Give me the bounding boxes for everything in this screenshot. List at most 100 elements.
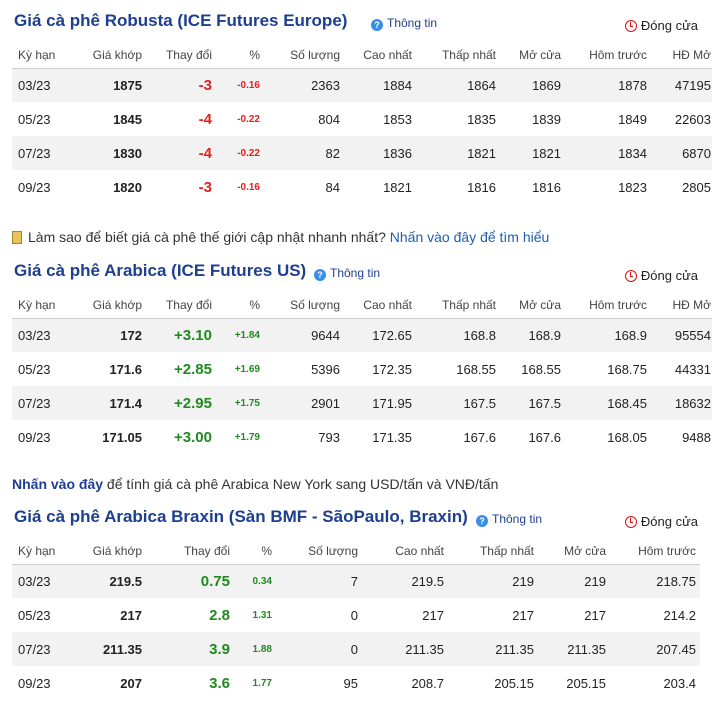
table-row: 07/23 171.4 +2.95 +1.75 2901 171.95 167.5 167.5… xyxy=(12,386,712,420)
cell-high: 1884 xyxy=(344,68,416,102)
cell-open: 168.55 xyxy=(521,361,561,377)
cell-percent: 1.31 xyxy=(252,609,272,621)
cell-previous: 168.05 xyxy=(607,429,647,445)
robusta-title: Giá cà phê Robusta (ICE Futures Europe) xyxy=(14,11,348,30)
column-header: Mở cửa xyxy=(500,292,565,319)
cell-change: -4 xyxy=(198,110,212,128)
table-row: 09/23 207 3.6 1.77 95 208.7 205.15 205.15 203.4 xyxy=(12,666,700,700)
column-header: Cao nhất xyxy=(344,292,416,319)
cell-low: 1816 xyxy=(467,179,496,195)
column-header: HĐ Mở xyxy=(651,292,712,319)
robusta-section: Giá cà phê Robusta (ICE Futures Europe) … xyxy=(10,8,712,204)
cell-low: 1835 xyxy=(467,111,496,127)
cell-open-interest: 18632 xyxy=(651,386,712,420)
cell-high: 1821 xyxy=(383,179,412,195)
info-icon: ? xyxy=(314,269,326,281)
robusta-info-label: Thông tin xyxy=(387,16,438,30)
table-row: 07/23 211.35 3.9 1.88 0 211.35 211.35 211.35 207… xyxy=(12,632,700,666)
cell-high: 219.5 xyxy=(362,564,448,598)
cell-open-interest: 47195 xyxy=(651,68,712,102)
cell-term: 05/23 xyxy=(18,607,51,623)
arabica-info-label: Thông tin xyxy=(330,266,381,280)
cell-open: 1839 xyxy=(532,111,561,127)
cell-term: 03/23 xyxy=(12,564,80,598)
cell-change: 3.6 xyxy=(209,674,230,692)
robusta-status: Đóng cửa xyxy=(624,18,698,33)
cell-open: 167.5 xyxy=(500,386,565,420)
cell-percent: -0.22 xyxy=(237,113,260,125)
column-header: Thay đổi xyxy=(146,292,216,319)
note-icon xyxy=(12,231,22,244)
cell-high: 172.65 xyxy=(344,318,416,352)
cell-percent: -0.16 xyxy=(216,68,264,102)
column-header: HĐ Mở xyxy=(651,42,712,69)
table-row: 09/23 1820 -3 -0.16 84 1821 1816 1816 1823 2805 xyxy=(12,170,712,204)
brazil-info-link[interactable]: ? Thông tin xyxy=(476,512,542,527)
arabica-section: Giá cà phê Arabica (ICE Futures US) ? Thô… xyxy=(10,258,712,454)
column-header: Thấp nhất xyxy=(416,42,500,69)
column-header: Giá khớp xyxy=(80,292,146,319)
column-header: Kỳ hạn xyxy=(12,42,80,69)
table-row: 05/23 1845 -4 -0.22 804 1853 1835 1839 1849 22603 xyxy=(12,102,712,136)
cell-price: 1830 xyxy=(80,136,146,170)
cell-low: 1821 xyxy=(416,136,500,170)
cell-volume: 793 xyxy=(318,429,340,445)
learn-more-link[interactable]: Nhấn vào đây để tìm hiểu xyxy=(389,229,550,245)
cell-open-interest: 9488 xyxy=(682,429,711,445)
cell-percent: -0.22 xyxy=(216,136,264,170)
cell-change: -3 xyxy=(146,68,216,102)
cell-percent: +1.84 xyxy=(216,318,264,352)
cell-change: +3.00 xyxy=(174,428,212,446)
cell-previous: 1823 xyxy=(618,179,647,195)
column-header: Số lượng xyxy=(264,292,344,319)
cell-volume: 9644 xyxy=(264,318,344,352)
cell-low: 211.35 xyxy=(448,632,538,666)
brazil-table: Kỳ hạn Giá khớp Thay đổi% Số lượng Cao nhất T… xyxy=(12,538,700,700)
cell-price: 171.05 xyxy=(102,429,142,445)
table-row: 03/23 1875 -3 -0.16 2363 1884 1864 1869 1878 4719… xyxy=(12,68,712,102)
brazil-header: Giá cà phê Arabica Braxin (Sàn BMF - São… xyxy=(10,504,700,538)
cell-volume: 2363 xyxy=(264,68,344,102)
column-header: % xyxy=(216,42,264,69)
cell-open: 167.6 xyxy=(528,429,561,445)
clock-icon xyxy=(624,20,637,32)
cell-open: 1816 xyxy=(532,179,561,195)
info-icon: ? xyxy=(476,515,488,527)
cell-high: 1853 xyxy=(383,111,412,127)
cell-percent: +1.69 xyxy=(234,363,260,375)
cell-term: 09/23 xyxy=(18,675,51,691)
column-header: Cao nhất xyxy=(362,538,448,565)
robusta-info-link[interactable]: ? Thông tin xyxy=(371,16,437,31)
cell-volume: 0 xyxy=(350,607,358,623)
cell-open-interest: 2805 xyxy=(682,179,711,195)
cell-open: 1821 xyxy=(500,136,565,170)
cell-high: 208.7 xyxy=(411,675,444,691)
table-row: 03/23 172 +3.10 +1.84 9644 172.65 168.8 168.9 16… xyxy=(12,318,712,352)
cell-volume: 0 xyxy=(276,632,362,666)
cell-previous: 168.75 xyxy=(607,361,647,377)
cell-price: 211.35 xyxy=(80,632,146,666)
column-header: Thấp nhất xyxy=(448,538,538,565)
cell-change: +2.95 xyxy=(146,386,216,420)
column-header: Giá khớp xyxy=(80,538,146,565)
column-header: Số lượng xyxy=(264,42,344,69)
cell-term: 07/23 xyxy=(12,632,80,666)
column-header: Thay đổi xyxy=(146,42,216,69)
cell-change: 0.75 xyxy=(146,564,234,598)
cell-low: 1864 xyxy=(416,68,500,102)
arabica-info-link[interactable]: ? Thông tin xyxy=(314,266,380,281)
table-row: 07/23 1830 -4 -0.22 82 1836 1821 1821 1834 6870 xyxy=(12,136,712,170)
table-header-row: Kỳ hạn Giá khớp Thay đổi% Số lượng Cao nhất T… xyxy=(12,292,712,319)
column-header: % xyxy=(216,292,264,319)
cell-price: 171.6 xyxy=(109,361,142,377)
cell-open: 211.35 xyxy=(538,632,610,666)
column-header: Số lượng xyxy=(276,538,362,565)
cell-price: 217 xyxy=(120,607,142,623)
cell-volume: 82 xyxy=(264,136,344,170)
arabica-status: Đóng cửa xyxy=(624,268,698,283)
cell-volume: 2901 xyxy=(264,386,344,420)
calc-link[interactable]: Nhấn vào đây xyxy=(12,476,104,492)
cell-term: 05/23 xyxy=(18,361,51,377)
cell-term: 07/23 xyxy=(12,386,80,420)
cell-open: 217 xyxy=(584,607,606,623)
